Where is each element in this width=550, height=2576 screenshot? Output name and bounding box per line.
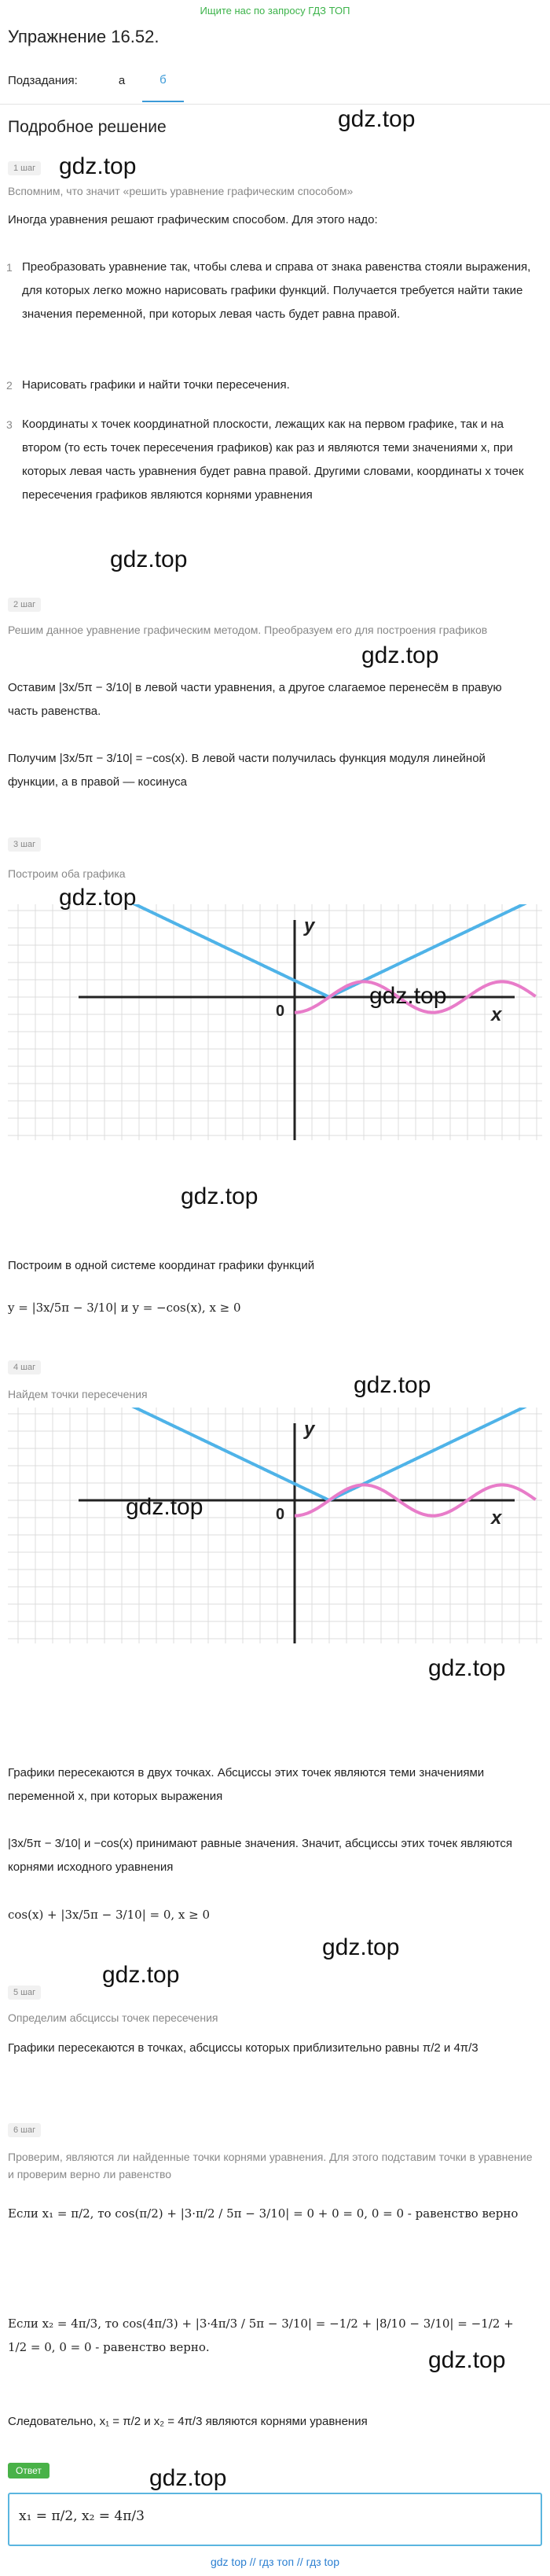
top-link[interactable]: Ищите нас по запросу ГДЗ ТОП bbox=[200, 5, 350, 17]
tab-b[interactable]: б bbox=[142, 59, 184, 102]
watermark: gdz.top bbox=[338, 106, 416, 132]
y-axis-label: y bbox=[303, 1419, 316, 1440]
page-title: Упражнение 16.52. bbox=[8, 27, 160, 46]
x-axis-label: x bbox=[490, 1004, 503, 1025]
subtasks-label: Подзадания: bbox=[8, 73, 78, 87]
step-note: Вспомним, что значит «решить уравнение г… bbox=[8, 185, 354, 197]
watermark: gdz.top bbox=[59, 885, 137, 911]
step-badge: 1 шаг bbox=[8, 161, 42, 175]
graph-2: y x 0 bbox=[8, 1408, 542, 1643]
watermark: gdz.top bbox=[428, 1655, 506, 1681]
tab-a[interactable]: а bbox=[118, 73, 126, 87]
step-text: Графики пересекаются в точках, абсциссы … bbox=[8, 2041, 478, 2055]
step-badge: 2 шаг bbox=[8, 598, 42, 612]
graph-formula: y = |3x/5π − 3/10| и y = −cos(x), x ≥ 0 bbox=[8, 1301, 241, 1315]
step-badge: 6 шаг bbox=[8, 2123, 42, 2137]
check-2: Если x₂ = 4π/3, то cos(4π/3) + |3·4π/3 /… bbox=[8, 2317, 514, 2354]
step-text: Иногда уравнения решают графическим спос… bbox=[8, 213, 378, 226]
step-note: Найдем точки пересечения bbox=[8, 1388, 148, 1400]
footer-links[interactable]: gdz top // гдз топ // гдз top bbox=[210, 2556, 340, 2568]
watermark: gdz.top bbox=[428, 2347, 506, 2373]
x-axis-label: x bbox=[490, 1507, 503, 1529]
subtasks-bar: Подзадания: а б bbox=[0, 57, 550, 105]
watermark: gdz.top bbox=[126, 1494, 204, 1520]
step-note: Проверим, являются ли найденные точки ко… bbox=[8, 2151, 533, 2180]
y-axis-label: y bbox=[303, 915, 316, 937]
watermark: gdz.top bbox=[110, 546, 188, 572]
answer-text: x₁ = π/2, x₂ = 4π/3 bbox=[19, 2508, 145, 2524]
watermark: gdz.top bbox=[361, 642, 439, 668]
watermark: gdz.top bbox=[181, 1183, 258, 1209]
step-text: |3x/5π − 3/10| и −cos(x) принимают равны… bbox=[8, 1837, 513, 1874]
step-text: Графики пересекаются в двух точках. Абсц… bbox=[8, 1766, 485, 1803]
origin-label: 0 bbox=[276, 1506, 284, 1523]
step-badge: 3 шаг bbox=[8, 837, 42, 852]
list-item: 3 Координаты x точек координатной плоскос… bbox=[6, 418, 524, 502]
origin-label: 0 bbox=[276, 1003, 284, 1020]
cos-function-line bbox=[295, 980, 537, 1014]
step-badge: 5 шаг bbox=[8, 1985, 42, 2000]
step-text: Оставим |3x/5π − 3/10| в левой части ура… bbox=[8, 681, 502, 718]
watermark: gdz.top bbox=[149, 2465, 227, 2491]
watermark: gdz.top bbox=[369, 983, 447, 1009]
step-note: Определим абсциссы точек пересечения bbox=[8, 2011, 218, 2024]
abs-function-line bbox=[131, 904, 527, 999]
conclusion: Следовательно, x₁ = π/2 и x₂ = 4π/3 явля… bbox=[8, 2415, 368, 2428]
graph-caption: Построим в одной системе координат графи… bbox=[8, 1259, 315, 1272]
abs-function-line bbox=[131, 1408, 527, 1502]
step-badge: 4 шаг bbox=[8, 1360, 42, 1374]
step-note: Построим оба графика bbox=[8, 867, 126, 880]
list-item: 1 Преобразовать уравнение так, чтобы слев… bbox=[6, 260, 531, 321]
answer-label: Ответ bbox=[8, 2463, 50, 2478]
section-title: Подробное решение bbox=[8, 118, 167, 136]
watermark: gdz.top bbox=[322, 1934, 400, 1960]
watermark: gdz.top bbox=[59, 153, 137, 179]
watermark: gdz.top bbox=[102, 1962, 180, 1988]
watermark: gdz.top bbox=[354, 1372, 431, 1398]
step-formula: cos(x) + |3x/5π − 3/10| = 0, x ≥ 0 bbox=[8, 1908, 211, 1922]
step-note: Решим данное уравнение графическим метод… bbox=[8, 624, 488, 636]
answer-box bbox=[8, 2493, 542, 2546]
graph-1: y x 0 bbox=[8, 904, 542, 1140]
cos-function-line bbox=[295, 1483, 537, 1518]
check-1: Если x₁ = π/2, то cos(π/2) + |3·π/2 / 5π… bbox=[8, 2206, 519, 2221]
step-text: Получим |3x/5π − 3/10| = −cos(x). В лево… bbox=[8, 752, 486, 789]
list-item: 2 Нарисовать графики и найти точки пересе… bbox=[6, 378, 290, 392]
